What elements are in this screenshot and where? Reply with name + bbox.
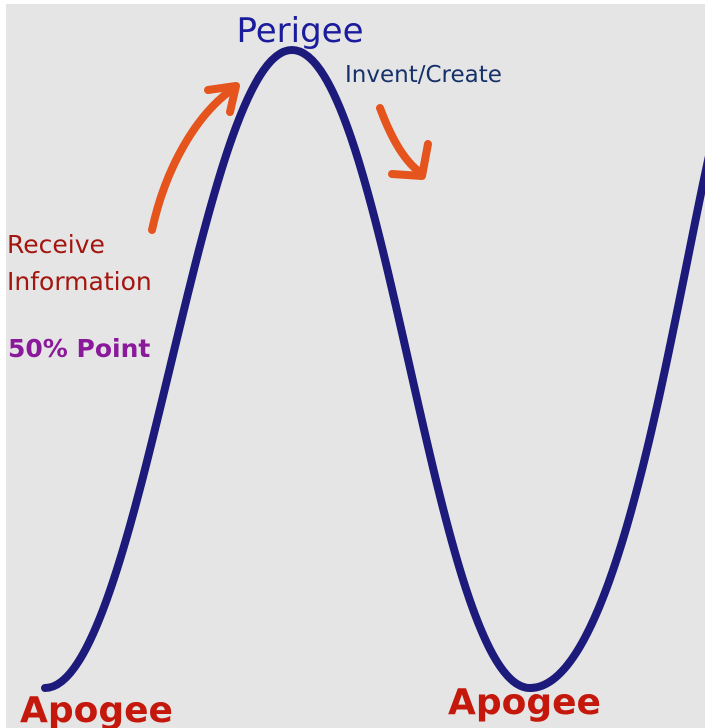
perigee-label: Perigee	[236, 11, 363, 51]
invent-create-label: Invent/Create	[345, 62, 502, 88]
receive-label: Receive	[7, 230, 105, 259]
information-label: Information	[7, 267, 152, 296]
background	[6, 4, 705, 728]
apogee-left-label: Apogee	[20, 690, 173, 728]
arrow-fall	[376, 104, 432, 180]
wave-curve	[41, 45, 705, 693]
apogee-right-label: Apogee	[448, 682, 601, 723]
point-50-label: 50% Point	[8, 334, 150, 363]
arrow-rise	[148, 82, 240, 234]
